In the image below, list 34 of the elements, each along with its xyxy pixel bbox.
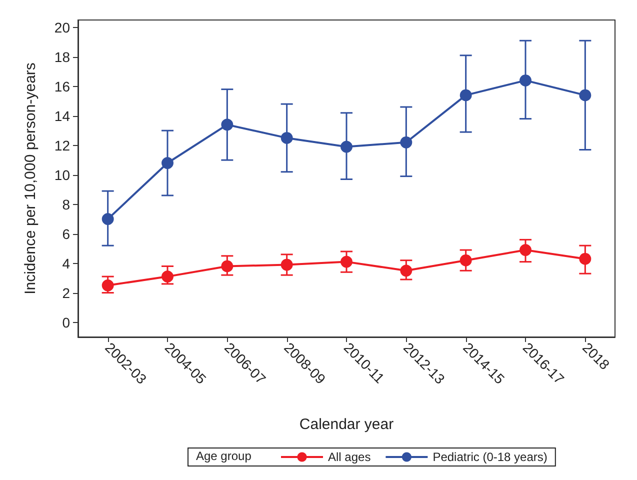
y-tick-label: 10 (54, 166, 70, 183)
point (579, 89, 592, 102)
point (579, 252, 592, 265)
point (221, 260, 234, 272)
y-tick-label: 18 (54, 48, 70, 65)
y-tick-label: 8 (62, 196, 70, 212)
y-tick-label: 16 (54, 78, 70, 94)
y-axis-title: Incidence per 10,000 person-years (22, 62, 39, 294)
y-tick-label: 14 (54, 108, 70, 124)
y-tick-label: 12 (54, 137, 70, 154)
x-axis-title: Calendar year (299, 416, 394, 433)
point (162, 270, 174, 283)
legend-title: Age group (196, 449, 252, 463)
point (520, 74, 532, 86)
y-tick-label: 6 (62, 226, 70, 242)
point (460, 89, 472, 102)
legend-label: All ages (328, 450, 371, 464)
point (460, 254, 472, 266)
point (400, 264, 412, 277)
point (340, 256, 352, 268)
y-tick-label: 2 (62, 284, 70, 301)
legend-label: Pediatric (0-18 years) (432, 450, 548, 464)
y-tick-label: 0 (62, 314, 70, 330)
y-tick-label: 4 (62, 255, 70, 272)
point (400, 136, 412, 148)
point (102, 279, 114, 292)
point (520, 244, 532, 256)
point (162, 157, 174, 170)
point (280, 258, 293, 271)
point (102, 213, 114, 226)
y-tick-label: 20 (54, 19, 70, 36)
point (280, 132, 293, 144)
point (221, 118, 234, 131)
point (340, 140, 352, 153)
